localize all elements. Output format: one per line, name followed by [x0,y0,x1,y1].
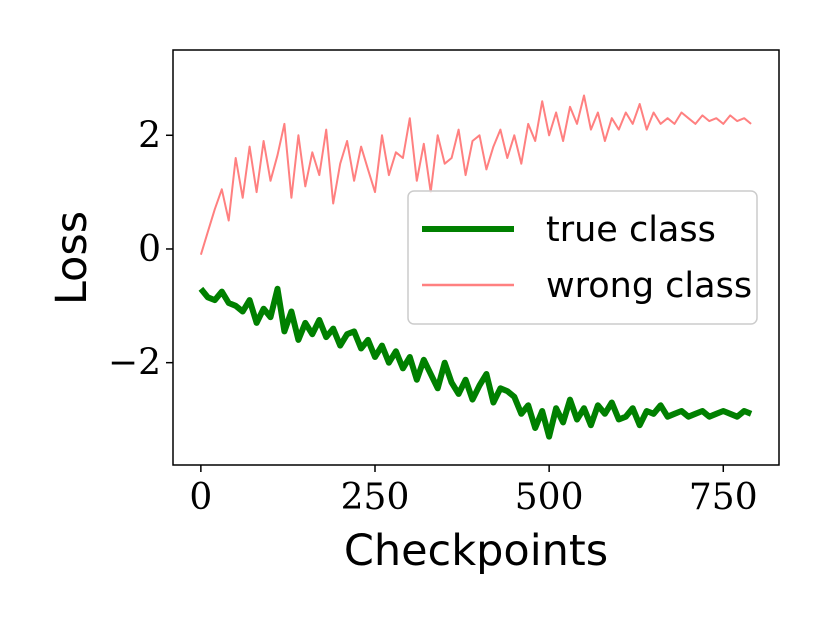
y-tick-label: −2 [108,343,161,384]
x-axis-label: Checkpoints [344,526,608,576]
y-axis-label: Loss [47,211,97,305]
legend-label-true-class: true class [546,210,716,250]
x-tick-label: 0 [189,477,212,518]
tick-layer: 0 250 500 750 −2 0 2 [108,115,758,518]
x-tick-label: 250 [341,477,410,518]
x-tick-label: 750 [689,477,758,518]
y-tick-label: 0 [138,229,161,270]
y-tick-label: 2 [138,115,161,156]
series-line-wrong-class [199,94,752,255]
legend-box [407,190,758,325]
plot-area-frame [172,49,780,466]
series-line-true-class [198,285,753,440]
series-layer [198,94,753,440]
legend-label-wrong-class: wrong class [546,266,752,306]
x-tick-label: 500 [515,477,584,518]
legend: true class wrong class [407,190,758,325]
